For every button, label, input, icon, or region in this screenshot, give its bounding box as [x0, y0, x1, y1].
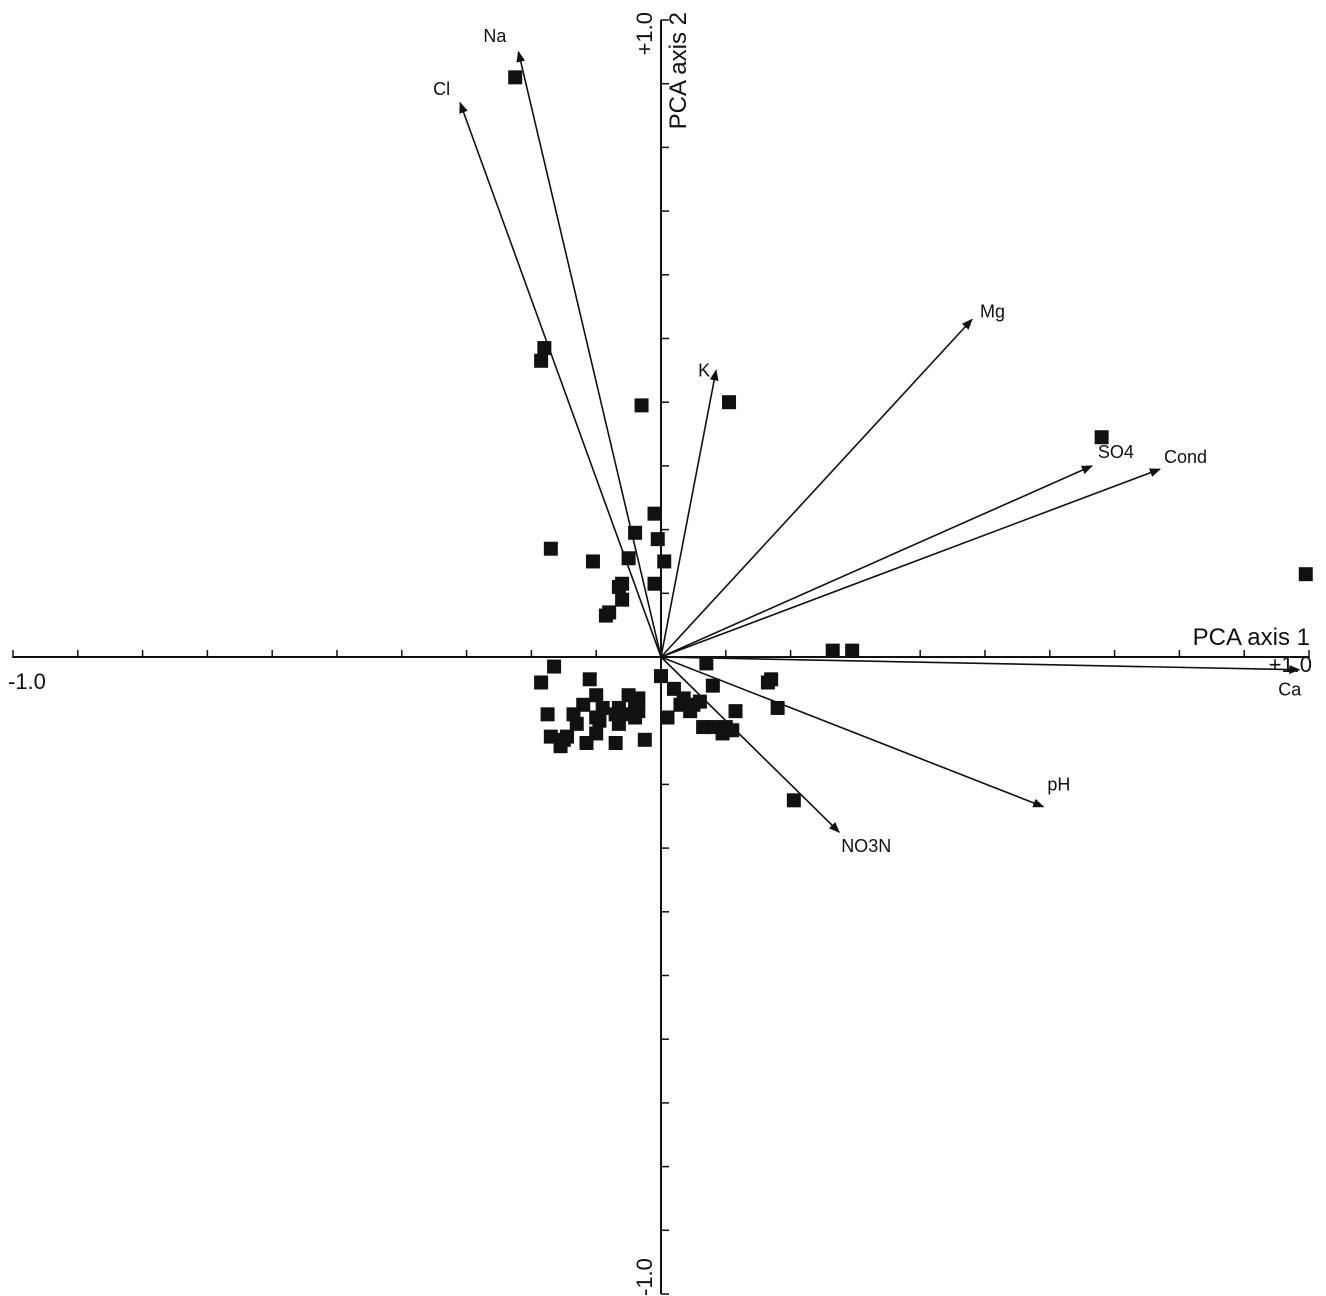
data-point — [699, 656, 714, 671]
data-point — [547, 659, 562, 674]
data-point — [611, 579, 626, 594]
data-point — [845, 643, 860, 658]
data-point — [722, 395, 737, 410]
x-tick-label-max: +1.0 — [1269, 652, 1312, 677]
x-tick-label-min: -1.0 — [8, 669, 46, 694]
vector-na — [516, 50, 662, 658]
data-point — [786, 793, 801, 808]
data-point — [705, 678, 720, 693]
vector-ph — [660, 656, 1045, 808]
vector-no3n — [660, 656, 840, 833]
vector-label-mg: Mg — [980, 301, 1005, 321]
data-point — [657, 554, 672, 569]
data-point — [598, 608, 613, 623]
data-point — [540, 707, 555, 722]
vector-so4 — [660, 465, 1093, 658]
data-point — [537, 341, 552, 356]
data-point — [589, 688, 604, 703]
y-axis-ticks — [661, 19, 669, 1295]
vector-label-ph: pH — [1047, 775, 1070, 795]
data-point — [585, 554, 600, 569]
data-point — [647, 506, 662, 521]
data-point — [608, 735, 623, 750]
data-point — [683, 704, 698, 719]
vector-label-cl: Cl — [433, 79, 450, 99]
data-point — [508, 70, 523, 85]
y-tick-label-min: -1.0 — [632, 1258, 657, 1296]
vector-cl — [459, 101, 662, 658]
x-axis-ticks — [12, 650, 1310, 658]
data-point — [715, 726, 730, 741]
data-point — [611, 716, 626, 731]
data-point — [621, 551, 636, 566]
data-point — [825, 643, 840, 658]
data-point — [579, 735, 594, 750]
vector-k — [660, 369, 719, 658]
vector-label-k: K — [698, 360, 710, 380]
data-point — [1094, 430, 1109, 445]
data-point — [647, 576, 662, 591]
sample-points — [508, 70, 1313, 808]
data-point — [592, 713, 607, 728]
vector-mg — [660, 318, 973, 658]
data-point — [634, 398, 649, 413]
vector-label-ca: Ca — [1278, 680, 1302, 700]
vector-cond — [660, 468, 1162, 658]
x-axis-title: PCA axis 1 — [1193, 624, 1310, 651]
data-point — [615, 592, 630, 607]
data-point — [543, 541, 558, 556]
data-point — [728, 704, 743, 719]
vector-label-cond: Cond — [1164, 447, 1207, 467]
y-tick-label-max: +1.0 — [632, 12, 657, 55]
vector-label-no3n: NO3N — [841, 836, 891, 856]
vector-label-na: Na — [483, 26, 507, 46]
vector-ca — [660, 656, 1301, 675]
data-point — [660, 710, 675, 725]
data-point — [534, 675, 549, 690]
data-point — [534, 353, 549, 368]
data-point — [1298, 567, 1313, 582]
y-axis-title: PCA axis 2 — [665, 12, 692, 129]
data-point — [770, 700, 785, 715]
data-point — [650, 532, 665, 547]
data-point — [760, 675, 775, 690]
data-point — [628, 710, 643, 725]
data-point — [569, 716, 584, 731]
vector-label-so4: SO4 — [1098, 442, 1134, 462]
data-point — [654, 669, 668, 684]
data-point — [637, 732, 652, 747]
data-point — [582, 672, 597, 687]
data-point — [553, 739, 568, 754]
data-point — [628, 525, 643, 540]
